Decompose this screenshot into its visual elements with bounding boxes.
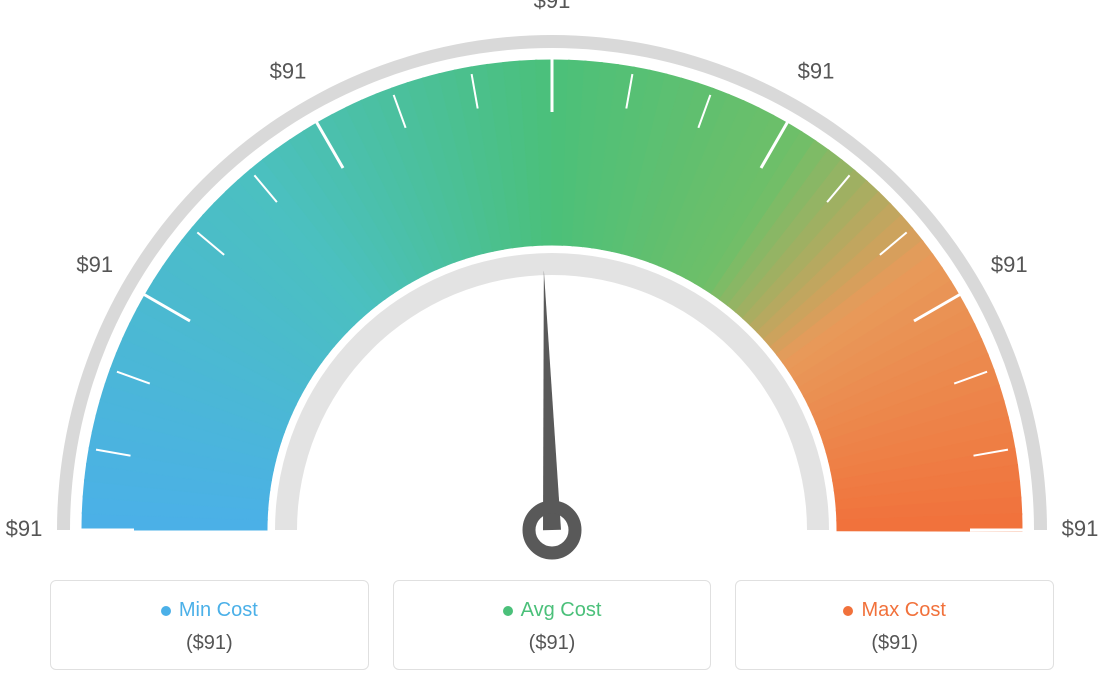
legend-dot-max xyxy=(843,606,853,616)
legend-value-min: ($91) xyxy=(63,632,356,655)
legend-card-min: Min Cost ($91) xyxy=(50,580,369,670)
gauge-scale-label: $91 xyxy=(270,59,307,84)
gauge-area: $91 $91 $91 $91 $91 $91 $91 xyxy=(0,0,1104,565)
gauge-scale-label: $91 xyxy=(1062,516,1099,541)
legend-text-max: Max Cost xyxy=(861,599,945,622)
gauge-scale-label: $91 xyxy=(534,0,571,13)
legend-value-max: ($91) xyxy=(748,632,1041,655)
legend-card-avg: Avg Cost ($91) xyxy=(393,580,712,670)
gauge-scale-label: $91 xyxy=(76,252,113,277)
chart-container: $91 $91 $91 $91 $91 $91 $91 Min Cost ($91) Avg… xyxy=(0,0,1104,690)
gauge-needle xyxy=(543,270,561,530)
legend-label-min: Min Cost xyxy=(161,599,258,622)
legend-row: Min Cost ($91) Avg Cost ($91) Max Cost (… xyxy=(50,580,1054,670)
legend-value-avg: ($91) xyxy=(406,632,699,655)
gauge-svg: $91 $91 $91 $91 $91 $91 $91 xyxy=(0,0,1104,565)
gauge-scale-label: $91 xyxy=(991,252,1028,277)
legend-card-max: Max Cost ($91) xyxy=(735,580,1054,670)
legend-dot-min xyxy=(161,606,171,616)
gauge-scale-label: $91 xyxy=(798,59,835,84)
gauge-scale-label: $91 xyxy=(6,516,43,541)
legend-dot-avg xyxy=(503,606,513,616)
legend-label-avg: Avg Cost xyxy=(503,599,602,622)
legend-text-min: Min Cost xyxy=(179,599,258,622)
legend-label-max: Max Cost xyxy=(843,599,945,622)
legend-text-avg: Avg Cost xyxy=(521,599,602,622)
